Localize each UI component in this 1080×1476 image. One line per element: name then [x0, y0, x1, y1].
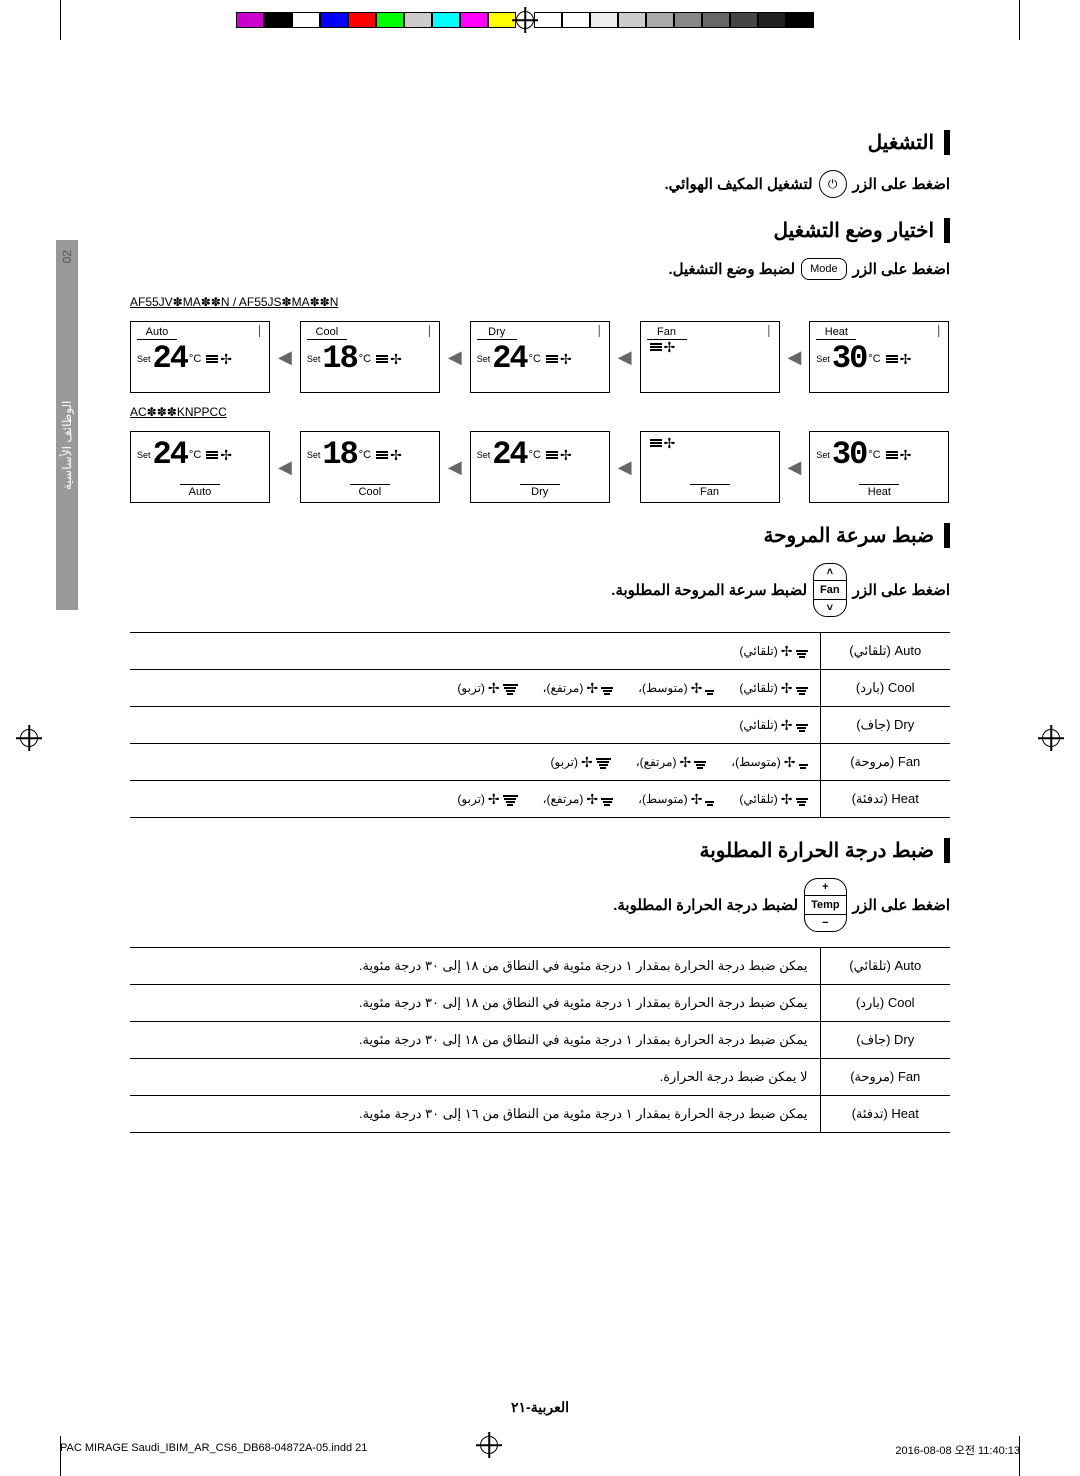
fan-speeds-cell: ✢(تلقائي)✢(متوسط)،✢(مرتفع)،✢(تربو)	[130, 781, 820, 818]
fan-mode-cell: Fan (مروحة)	[820, 744, 950, 781]
section-title-temp: ضبط درجة الحرارة المطلوبة	[130, 838, 950, 863]
temp-mode-cell: Cool (بارد)	[820, 985, 950, 1022]
display-box: Set24°C✢Auto	[130, 431, 270, 503]
text: لضبط درجة الحرارة المطلوبة.	[613, 896, 798, 914]
side-page-number: 02	[60, 250, 74, 263]
temp-desc-cell: يمكن ضبط درجة الحرارة بمقدار ١ درجة مئوي…	[130, 948, 820, 985]
temp-button-icon: + Temp −	[804, 878, 847, 932]
text: لضبط سرعة المروحة المطلوبة.	[611, 581, 807, 599]
doc-path: PAC MIRAGE Saudi_IBIM_AR_CS6_DB68-04872A…	[60, 1442, 367, 1458]
display-box: Dry│Set24°C✢	[470, 321, 610, 393]
doc-footer: PAC MIRAGE Saudi_IBIM_AR_CS6_DB68-04872A…	[60, 1442, 1020, 1458]
fan-speeds-cell: ✢(تلقائي)	[130, 633, 820, 670]
fan-speeds-cell: ✢(متوسط)،✢(مرتفع)،✢(تربو)	[130, 744, 820, 781]
display-box: ✢Fan	[640, 431, 780, 503]
arrow-icon: ◀	[448, 457, 462, 478]
fan-mode-cell: Auto (تلقائي)	[820, 633, 950, 670]
section-title-power: التشغيل	[130, 130, 950, 155]
arrow-icon: ◀	[788, 457, 802, 478]
fan-instruction: اضغط على الزر ˄ Fan ˅ لضبط سرعة المروحة …	[130, 563, 950, 617]
temp-table: Auto (تلقائي)يمكن ضبط درجة الحرارة بمقدا…	[130, 947, 950, 1133]
arrow-icon: ◀	[448, 347, 462, 368]
color-registration-bar	[0, 10, 1080, 30]
temp-desc-cell: يمكن ضبط درجة الحرارة بمقدار ١ درجة مئوي…	[130, 1022, 820, 1059]
arrow-icon: ◀	[618, 457, 632, 478]
temp-mode-cell: Dry (جاف)	[820, 1022, 950, 1059]
fan-speeds-cell: ✢(تلقائي)	[130, 707, 820, 744]
fan-mode-cell: Dry (جاف)	[820, 707, 950, 744]
temp-mode-cell: Heat (تدفئة)	[820, 1096, 950, 1133]
text: اضغط على الزر	[853, 581, 950, 599]
fan-mode-cell: Heat (تدفئة)	[820, 781, 950, 818]
section-title-fan: ضبط سرعة المروحة	[130, 523, 950, 548]
display-box: Set24°C✢Dry	[470, 431, 610, 503]
crosshair-icon	[1042, 729, 1060, 747]
temp-desc-cell: يمكن ضبط درجة الحرارة بمقدار ١ درجة مئوي…	[130, 985, 820, 1022]
display-box: Set30°C✢Heat	[809, 431, 949, 503]
display-box: Cool│Set18°C✢	[300, 321, 440, 393]
fan-speeds-cell: ✢(تلقائي)✢(متوسط)،✢(مرتفع)،✢(تربو)	[130, 670, 820, 707]
model-number: AF55JV✽MA✽✽N / AF55JS✽MA✽✽N	[130, 295, 950, 309]
temp-desc-cell: لا يمكن ضبط درجة الحرارة.	[130, 1059, 820, 1096]
arrow-icon: ◀	[278, 457, 292, 478]
display-row-1: Auto│Set24°C✢ ◀ Cool│Set18°C✢ ◀ Dry│Set24°C✢…	[130, 321, 950, 393]
arrow-icon: ◀	[788, 347, 802, 368]
mode-instruction: اضغط على الزر Mode لضبط وضع التشغيل.	[130, 258, 950, 280]
fan-button-icon: ˄ Fan ˅	[813, 563, 847, 617]
display-row-2: Set24°C✢Auto ◀ Set18°C✢Cool ◀ Set24°C✢Dry ◀ ✢F…	[130, 431, 950, 503]
model-number: AC✽✽✽KNPPCC	[130, 405, 950, 419]
power-icon: ⏻	[819, 170, 847, 198]
crosshair-icon	[20, 729, 38, 747]
section-title-mode: اختيار وضع التشغيل	[130, 218, 950, 243]
text: اضغط على الزر	[853, 896, 950, 914]
arrow-icon: ◀	[278, 347, 292, 368]
temp-mode-cell: Auto (تلقائي)	[820, 948, 950, 985]
text: اضغط على الزر	[853, 260, 950, 278]
temp-mode-cell: Fan (مروحة)	[820, 1059, 950, 1096]
side-tab: 02 الوظائف الأساسية	[56, 240, 78, 610]
text: اضغط على الزر	[853, 175, 950, 193]
temp-desc-cell: يمكن ضبط درجة الحرارة بمقدار ١ درجة مئوي…	[130, 1096, 820, 1133]
display-box: Heat│Set30°C✢	[809, 321, 949, 393]
power-instruction: اضغط على الزر ⏻ لتشغيل المكيف الهوائي.	[130, 170, 950, 198]
fan-speed-table: Auto (تلقائي)✢(تلقائي)Cool (بارد)✢(تلقائ…	[130, 632, 950, 818]
side-tab-label: الوظائف الأساسية	[60, 300, 74, 590]
page-footer: العربية-٢١	[511, 1399, 569, 1416]
text: لضبط وضع التشغيل.	[669, 260, 796, 278]
mode-button-icon: Mode	[801, 258, 847, 280]
display-box: Set18°C✢Cool	[300, 431, 440, 503]
temp-instruction: اضغط على الزر + Temp − لضبط درجة الحرارة…	[130, 878, 950, 932]
doc-timestamp: 2016-08-08 오전 11:40:13	[895, 1442, 1020, 1458]
display-box: Fan│✢	[640, 321, 780, 393]
fan-mode-cell: Cool (بارد)	[820, 670, 950, 707]
text: لتشغيل المكيف الهوائي.	[665, 175, 813, 193]
display-box: Auto│Set24°C✢	[130, 321, 270, 393]
arrow-icon: ◀	[618, 347, 632, 368]
